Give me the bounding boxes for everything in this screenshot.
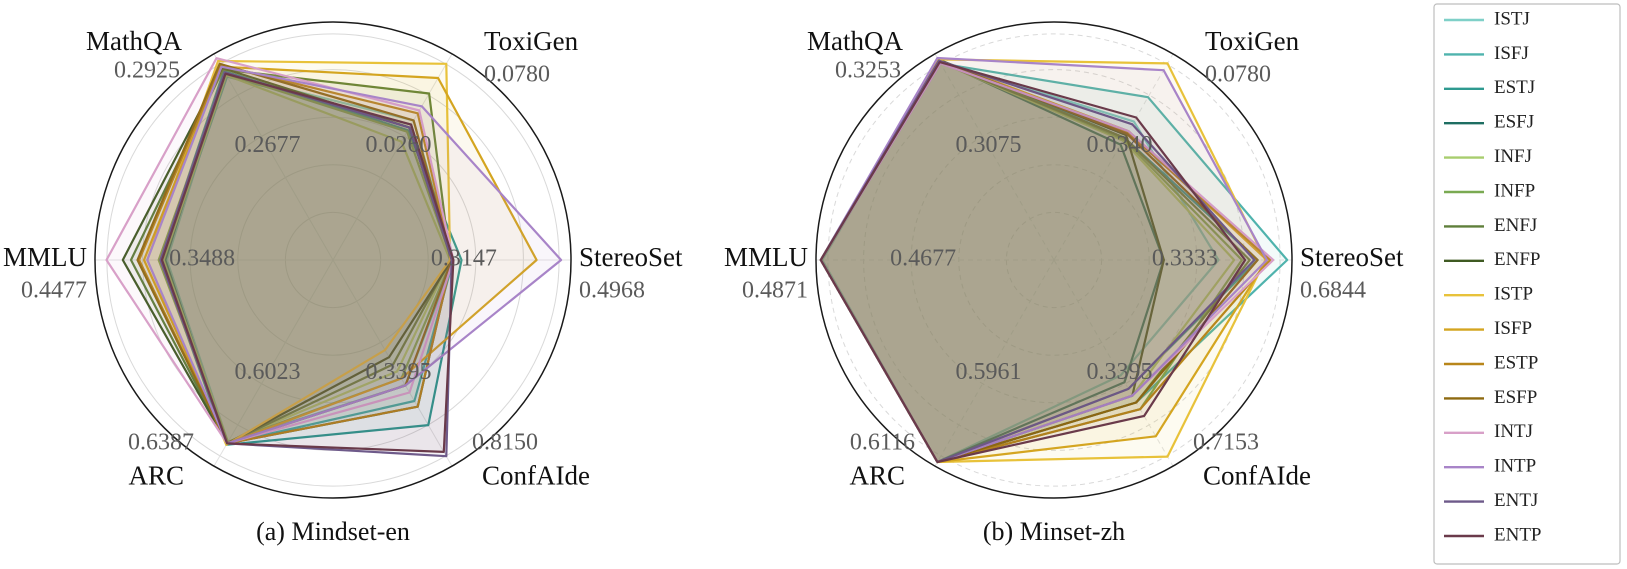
legend-label: ESFP bbox=[1494, 387, 1537, 408]
legend-item-isfj: ISFJ bbox=[1444, 43, 1529, 64]
tick-min-arc: 0.5961 bbox=[956, 359, 1022, 385]
axis-label-toxigen: ToxiGen bbox=[484, 26, 579, 56]
legend-item-esfj: ESFJ bbox=[1444, 112, 1534, 133]
radar-outer-ring bbox=[94, 21, 572, 499]
legend-label: ESTP bbox=[1494, 352, 1538, 373]
series-group bbox=[819, 56, 1289, 464]
axis-label-mathqa: MathQA bbox=[86, 26, 182, 56]
legend-label: ENFP bbox=[1494, 249, 1540, 270]
legend-label: ISTP bbox=[1494, 284, 1533, 305]
tick-max-confaide: 0.7153 bbox=[1193, 430, 1259, 456]
tick-max-toxigen: 0.0780 bbox=[1205, 61, 1271, 87]
grid-spoke bbox=[213, 259, 334, 467]
grid-spoke bbox=[332, 53, 453, 261]
grid-spoke bbox=[213, 53, 334, 261]
legend-label: ESTJ bbox=[1494, 77, 1535, 98]
series-enfj bbox=[129, 68, 452, 445]
tick-min-mathqa: 0.3075 bbox=[956, 132, 1022, 158]
legend-item-esfp: ESFP bbox=[1444, 387, 1537, 408]
series-group bbox=[105, 57, 563, 458]
axis-label-toxigen: ToxiGen bbox=[1205, 26, 1300, 56]
radar-outer-ring bbox=[815, 21, 1293, 499]
legend-label: ISFP bbox=[1494, 318, 1532, 339]
tick-min-stereoset: 0.3147 bbox=[431, 246, 497, 272]
tick-max-toxigen: 0.0780 bbox=[484, 61, 550, 87]
axis-label-stereoset: StereoSet bbox=[1300, 242, 1404, 272]
legend-item-infj: INFJ bbox=[1444, 146, 1532, 167]
series-estp bbox=[138, 64, 453, 445]
grid-spoke bbox=[934, 53, 1055, 261]
tick-max-stereoset: 0.4968 bbox=[579, 278, 645, 304]
series-istj bbox=[821, 59, 1220, 464]
legend-item-intj: INTJ bbox=[1444, 421, 1533, 442]
chart-caption: (a) Mindset-en bbox=[256, 517, 410, 546]
axis-label-confaide: ConfAIde bbox=[482, 460, 590, 490]
series-isfp bbox=[142, 65, 538, 445]
legend-label: ESFJ bbox=[1494, 112, 1534, 133]
axis-label-stereoset: StereoSet bbox=[579, 242, 683, 272]
series-entp bbox=[160, 72, 455, 453]
axis-label-mmlu: MMLU bbox=[724, 242, 808, 272]
legend: ISTJ ISFJ ESTJ ESFJ INFJ INFP ENFJ ENFP ISTP ISFP… bbox=[1433, 3, 1621, 565]
tick-min-toxigen: 0.0340 bbox=[1086, 132, 1152, 158]
legend-label: ENFJ bbox=[1494, 215, 1537, 236]
legend-label: INFP bbox=[1494, 180, 1535, 201]
series-entj bbox=[159, 71, 453, 458]
legend-item-intp: INTP bbox=[1444, 456, 1536, 477]
tick-max-stereoset: 0.6844 bbox=[1300, 278, 1366, 304]
tick-max-arc: 0.6387 bbox=[128, 430, 194, 456]
axis-label-mmlu: MMLU bbox=[3, 242, 87, 272]
legend-item-enfp: ENFP bbox=[1444, 249, 1540, 270]
tick-min-confaide: 0.3395 bbox=[365, 359, 431, 385]
legend-item-entp: ENTP bbox=[1444, 524, 1542, 545]
grid-spoke bbox=[1053, 259, 1174, 467]
chart-caption: (b) Minset-zh bbox=[983, 517, 1125, 546]
tick-max-confaide: 0.8150 bbox=[472, 430, 538, 456]
tick-min-mmlu: 0.4677 bbox=[890, 246, 956, 272]
tick-max-arc: 0.6116 bbox=[850, 430, 915, 456]
legend-label: ISFJ bbox=[1494, 43, 1529, 64]
grid-spoke bbox=[934, 259, 1055, 467]
tick-max-mathqa: 0.3253 bbox=[835, 57, 901, 83]
axis-label-confaide: ConfAIde bbox=[1203, 460, 1311, 490]
series-intp bbox=[146, 65, 563, 445]
legend-item-enfj: ENFJ bbox=[1444, 215, 1537, 236]
series-infj bbox=[162, 74, 452, 444]
tick-max-mmlu: 0.4871 bbox=[742, 278, 808, 304]
tick-min-confaide: 0.3395 bbox=[1086, 359, 1152, 385]
grid-spoke bbox=[332, 259, 453, 467]
legend-label: ISTJ bbox=[1494, 8, 1530, 29]
grid-ring bbox=[910, 116, 1198, 404]
legend-item-entj: ENTJ bbox=[1444, 490, 1538, 511]
legend-label: INFJ bbox=[1494, 146, 1532, 167]
tick-min-stereoset: 0.3333 bbox=[1152, 246, 1218, 272]
legend-item-infp: INFP bbox=[1444, 180, 1535, 201]
axis-label-arc: ARC bbox=[849, 460, 905, 490]
legend-item-estj: ESTJ bbox=[1444, 77, 1535, 98]
legend-label: INTP bbox=[1494, 456, 1536, 477]
legend-label: ENTP bbox=[1494, 524, 1542, 545]
legend-item-istp: ISTP bbox=[1444, 284, 1533, 305]
legend-frame bbox=[1433, 3, 1621, 565]
legend-item-istj: ISTJ bbox=[1444, 8, 1530, 29]
legend-label: ENTJ bbox=[1494, 490, 1538, 511]
legend-item-isfp: ISFP bbox=[1444, 318, 1532, 339]
legend-item-estp: ESTP bbox=[1444, 352, 1538, 373]
tick-max-mathqa: 0.2925 bbox=[114, 57, 180, 83]
grid-ring bbox=[958, 164, 1150, 356]
axis-label-mathqa: MathQA bbox=[807, 26, 903, 56]
grid-spoke bbox=[1053, 53, 1174, 261]
series-entp bbox=[819, 60, 1247, 464]
tick-min-toxigen: 0.0260 bbox=[365, 132, 431, 158]
axis-label-arc: ARC bbox=[128, 460, 184, 490]
tick-max-mmlu: 0.4477 bbox=[21, 278, 87, 304]
tick-min-arc: 0.6023 bbox=[235, 359, 301, 385]
tick-min-mathqa: 0.2677 bbox=[235, 132, 301, 158]
legend-label: INTJ bbox=[1494, 421, 1533, 442]
tick-min-mmlu: 0.3488 bbox=[169, 246, 235, 272]
